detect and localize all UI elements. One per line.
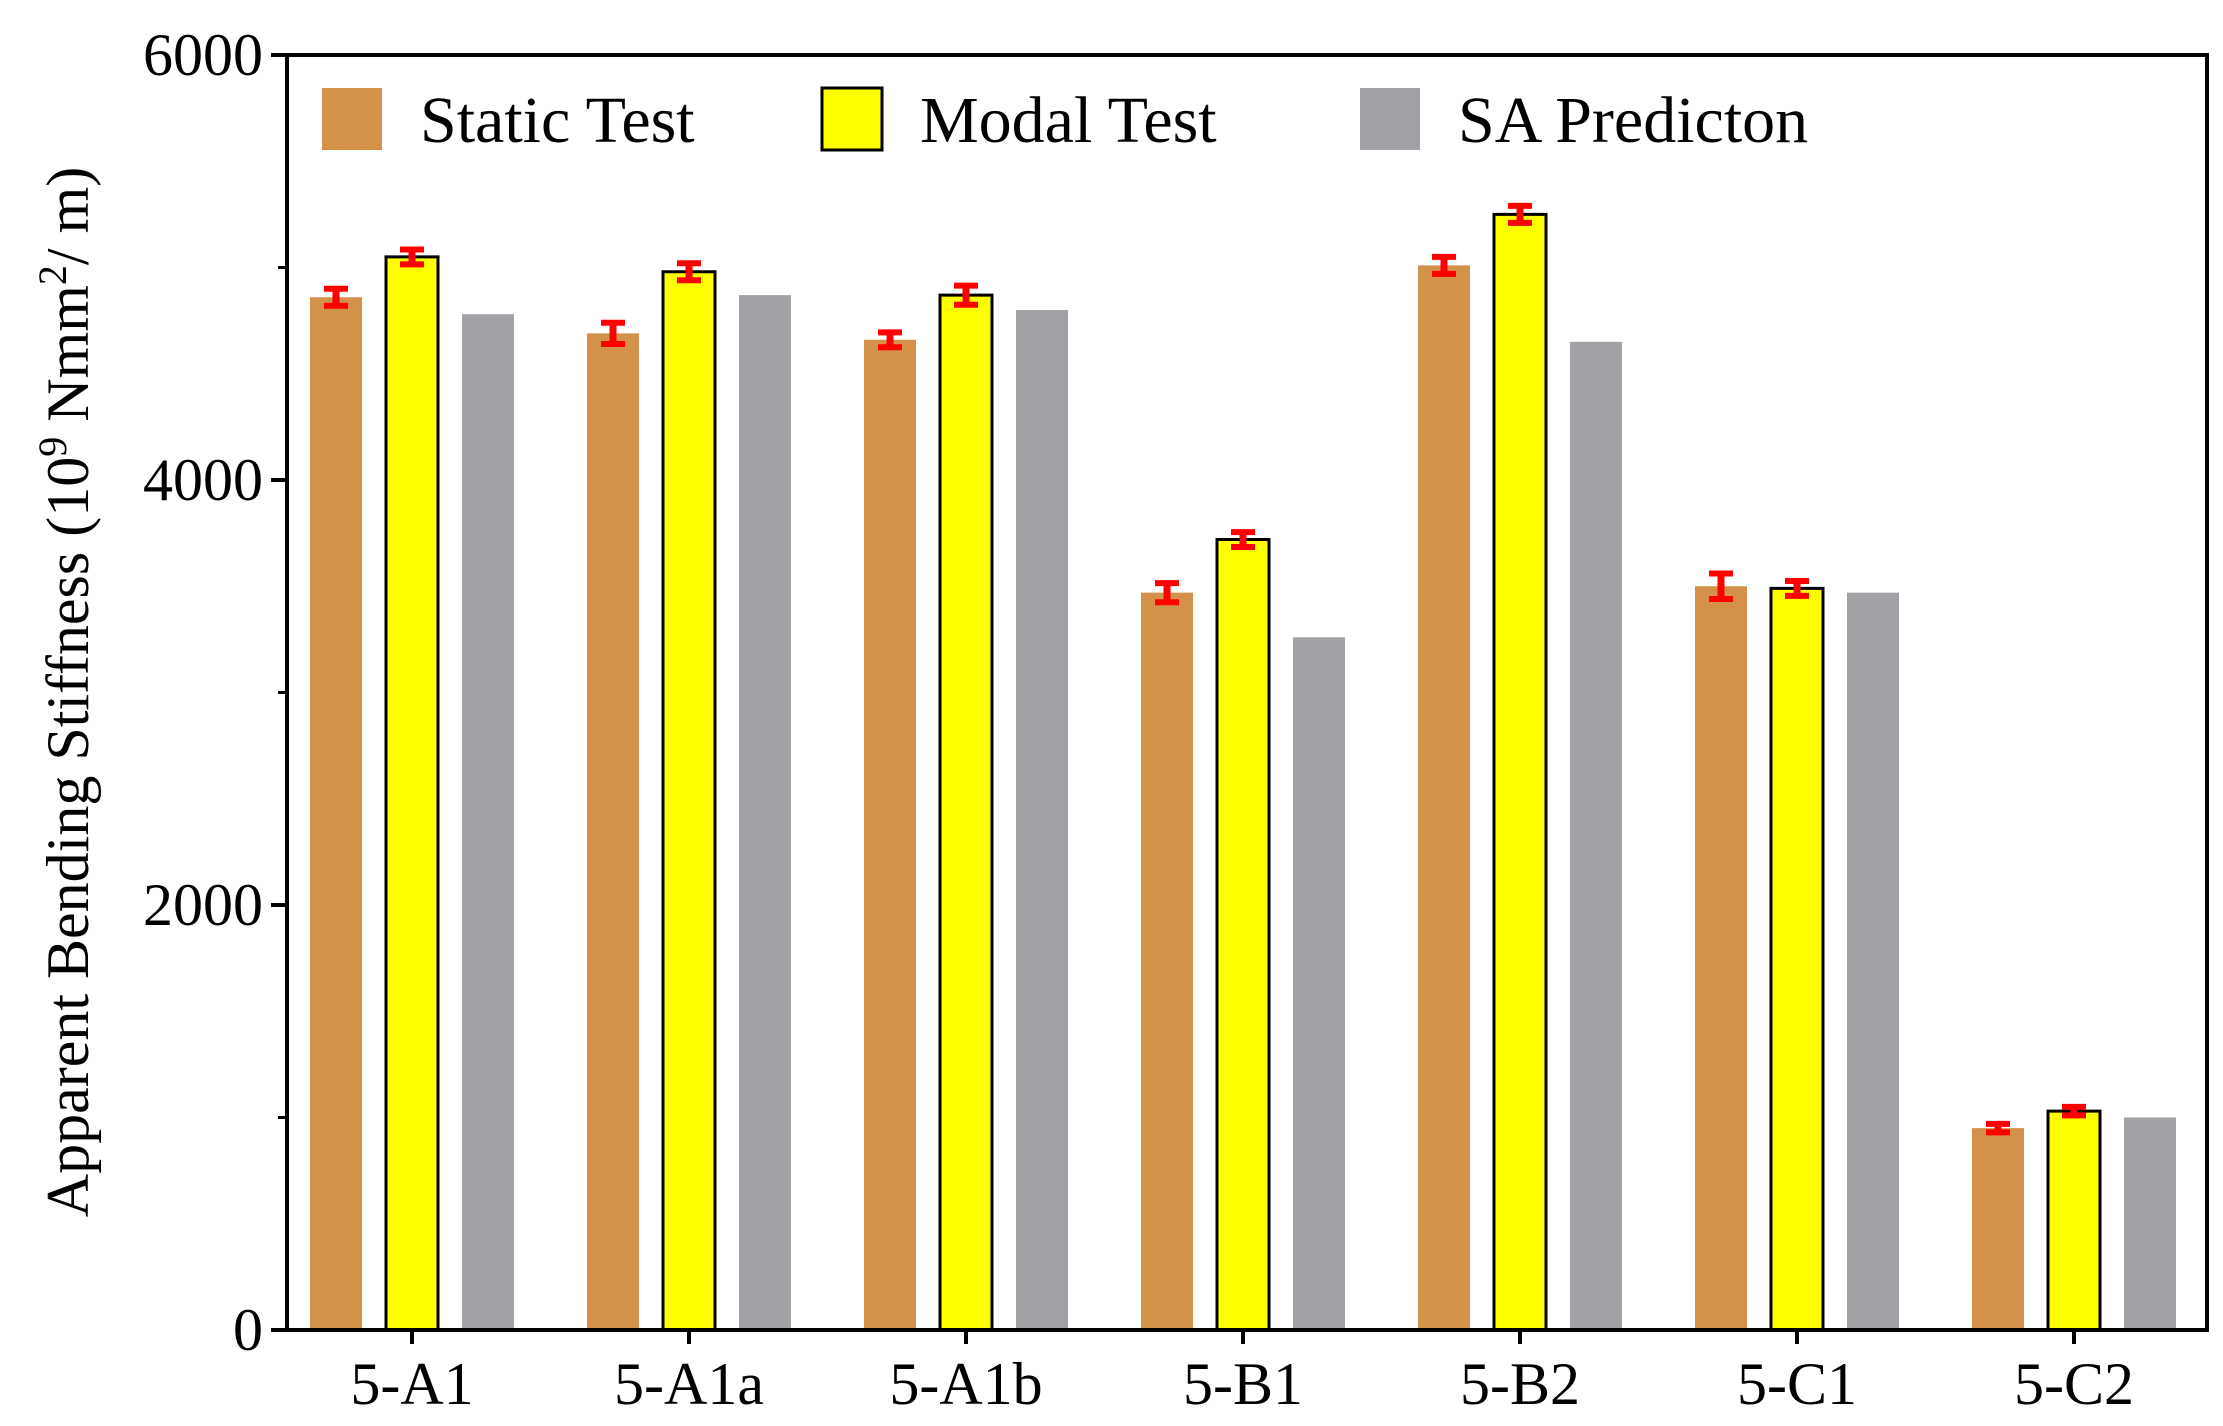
bar-static-test-5-c2 xyxy=(1972,1128,2024,1330)
bar-modal-test-5-b1 xyxy=(1215,538,1271,1332)
bar-modal-test-5-a1b xyxy=(938,293,994,1332)
bar-static-test-5-c1 xyxy=(1695,586,1747,1330)
x-tick-label-5-a1a: 5-A1a xyxy=(614,1351,764,1417)
error-bar-static-test-5-a1a xyxy=(601,319,625,347)
bar-modal-test-5-a1 xyxy=(384,255,440,1332)
legend-item-sa-predicton: SA Predicton xyxy=(1360,84,1808,157)
legend-label: Modal Test xyxy=(920,84,1217,157)
x-tick-label-5-b2: 5-B2 xyxy=(1460,1351,1580,1417)
error-bar-modal-test-5-a1a xyxy=(677,260,701,284)
bar-static-test-5-a1a xyxy=(587,333,639,1330)
x-tick-label-5-c1: 5-C1 xyxy=(1737,1351,1857,1417)
legend-swatch xyxy=(1360,88,1420,150)
error-bars-layer xyxy=(324,202,2086,1136)
bar-static-test-5-b1 xyxy=(1141,592,1193,1330)
legend-item-static-test: Static Test xyxy=(322,84,695,157)
legend-label: Static Test xyxy=(420,84,695,157)
bar-sa-predicton-5-a1a xyxy=(739,295,791,1330)
x-tick-label-5-a1b: 5-A1b xyxy=(889,1351,1042,1417)
bars-layer xyxy=(310,212,2176,1332)
bar-modal-test-5-c1 xyxy=(1769,586,1825,1332)
legend-swatch xyxy=(820,86,884,152)
x-tick-label-5-a1: 5-A1 xyxy=(350,1351,473,1417)
legend-swatch xyxy=(322,88,382,150)
error-bar-static-test-5-c1 xyxy=(1709,570,1733,602)
y-axis-title: Apparent Bending Stiffness (109 Nmm2/ m) xyxy=(30,167,101,1217)
error-bar-modal-test-5-b2 xyxy=(1508,202,1532,226)
x-tick-label-5-c2: 5-C2 xyxy=(2014,1351,2134,1417)
y-tick-label-0: 0 xyxy=(233,1297,263,1363)
y-tick-label-6000: 6000 xyxy=(143,22,263,88)
bar-sa-predicton-5-c1 xyxy=(1847,592,1899,1330)
bar-modal-test-5-a1a xyxy=(661,270,717,1332)
error-bar-static-test-5-b1 xyxy=(1155,580,1179,606)
error-bar-modal-test-5-c1 xyxy=(1785,577,1809,599)
bar-sa-predicton-5-b2 xyxy=(1570,341,1622,1330)
x-axis: 5-A1 5-A1a 5-A1b 5-B1 5-B2 5-C1 5-C2 xyxy=(350,1330,2134,1417)
error-bar-modal-test-5-b1 xyxy=(1231,529,1255,550)
bar-sa-predicton-5-b1 xyxy=(1293,637,1345,1330)
error-bar-static-test-5-a1b xyxy=(878,329,902,351)
error-bar-static-test-5-a1 xyxy=(324,285,348,309)
bar-static-test-5-a1 xyxy=(310,297,362,1330)
bar-modal-test-5-b2 xyxy=(1492,212,1548,1332)
error-bar-modal-test-5-a1b xyxy=(954,282,978,308)
y-tick-label-2000: 2000 xyxy=(143,872,263,938)
bar-static-test-5-a1b xyxy=(864,339,916,1330)
error-bar-static-test-5-c2 xyxy=(1986,1120,2010,1136)
error-bar-modal-test-5-c2 xyxy=(2062,1103,2086,1119)
bar-sa-predicton-5-a1b xyxy=(1016,310,1068,1330)
bar-sa-predicton-5-c2 xyxy=(2124,1117,2176,1330)
bar-modal-test-5-c2 xyxy=(2046,1109,2102,1332)
error-bar-modal-test-5-a1 xyxy=(400,246,424,268)
bar-sa-predicton-5-a1 xyxy=(462,314,514,1330)
legend-item-modal-test: Modal Test xyxy=(820,84,1217,157)
bar-static-test-5-b2 xyxy=(1418,265,1470,1330)
error-bar-static-test-5-b2 xyxy=(1432,253,1456,277)
x-tick-label-5-b1: 5-B1 xyxy=(1183,1351,1303,1417)
legend: Static Test Modal Test SA Predicton xyxy=(322,84,1808,157)
y-tick-label-4000: 4000 xyxy=(143,447,263,513)
legend-label: SA Predicton xyxy=(1458,84,1808,157)
y-axis: 0 2000 4000 6000 xyxy=(143,22,287,1363)
